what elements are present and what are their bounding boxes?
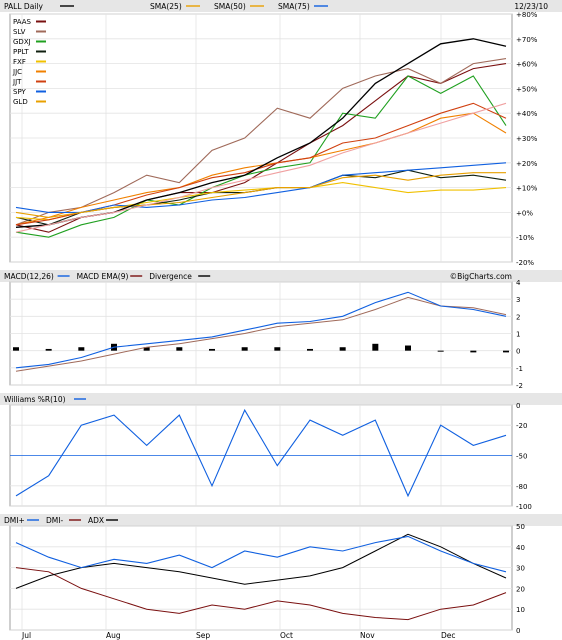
macd-ytick-2: 2 <box>516 313 520 321</box>
macd-ytick-4: 0 <box>516 348 520 356</box>
xtick-jul: Jul <box>21 631 31 640</box>
panel-header-0 <box>0 0 562 12</box>
macd-divergence-bar-5 <box>176 347 183 351</box>
sma-label-0: SMA(25) <box>150 2 182 11</box>
legend-label-slv: SLV <box>13 28 26 36</box>
legend-label-pplt: PPLT <box>13 48 29 56</box>
main-ytick-3: +50% <box>516 85 538 93</box>
panel-header-2 <box>0 393 562 405</box>
series-line-gdxj <box>15 75 507 238</box>
macd-divergence-bar-15 <box>503 350 509 353</box>
sma-label-2: SMA(75) <box>278 2 310 11</box>
xtick-aug: Aug <box>106 631 121 640</box>
dmi-ytick-3: 20 <box>516 585 525 593</box>
xtick-dec: Dec <box>441 631 456 640</box>
macd-ytick-0: 4 <box>516 279 521 287</box>
williams-ytick-3: -80 <box>516 483 527 491</box>
macd-divergence-bar-14 <box>470 350 477 353</box>
legend-label-jjt: JJT <box>12 78 22 86</box>
main-ytick-6: +20% <box>516 160 538 168</box>
dmi-label-2: ADX <box>88 516 104 525</box>
dmi-ytick-1: 40 <box>516 544 525 552</box>
dmi-plus-line <box>15 535 507 573</box>
macd-divergence-bar-2 <box>78 347 85 351</box>
williams-ytick-0: 0 <box>516 402 520 410</box>
series-line-slv <box>15 58 507 226</box>
dmi-label-1: DMI- <box>46 516 63 525</box>
macd-label-2: Divergence <box>149 272 192 281</box>
dmi-ytick-0: 50 <box>516 523 525 531</box>
main-ytick-7: +10% <box>516 185 538 193</box>
main-ytick-8: +0% <box>516 209 533 217</box>
legend-label-gdxj: GDXJ <box>13 38 31 46</box>
adx-line <box>15 533 507 589</box>
macd-divergence-bar-8 <box>274 347 281 351</box>
main-ytick-0: +80% <box>516 11 538 19</box>
series-line-spy <box>15 162 507 213</box>
xtick-nov: Nov <box>360 631 375 640</box>
williams-ytick-2: -50 <box>516 453 527 461</box>
macd-ytick-6: -2 <box>516 382 523 390</box>
williams-line <box>15 408 507 498</box>
series-line-gld <box>15 172 506 218</box>
dmi-ytick-4: 10 <box>516 606 525 614</box>
macd-divergence-bar-4 <box>143 347 150 351</box>
main-ytick-2: +60% <box>516 61 538 69</box>
macd-ytick-3: 1 <box>516 331 520 339</box>
series-line-trend <box>15 102 507 233</box>
sma-label-1: SMA(50) <box>214 2 246 11</box>
macd-divergence-bar-7 <box>241 347 248 351</box>
macd-divergence-bar-0 <box>13 347 19 351</box>
williams-ytick-1: -20 <box>516 422 527 430</box>
main-ytick-1: +70% <box>516 36 538 44</box>
legend-label-gld: GLD <box>13 98 28 106</box>
dmi-ytick-5: 0 <box>516 627 520 635</box>
macd-signal-line <box>15 296 507 372</box>
macd-label-0: MACD(12,26) <box>4 272 54 281</box>
macd-divergence-bar-11 <box>372 343 379 351</box>
panel-plot-area-3 <box>9 525 513 631</box>
main-ytick-9: -10% <box>516 234 534 242</box>
macd-divergence-bar-9 <box>307 348 313 351</box>
main-ytick-5: +30% <box>516 135 538 143</box>
panel-header-3 <box>0 514 562 526</box>
macd-divergence-bar-6 <box>209 348 215 351</box>
main-ytick-4: +40% <box>516 110 538 118</box>
dmi-label-0: DMI+ <box>4 516 25 525</box>
williams-label: Williams %R(10) <box>4 395 66 404</box>
legend-label-spy: SPY <box>13 88 27 96</box>
xtick-sep: Sep <box>196 631 210 640</box>
series-line-jjc <box>15 112 507 226</box>
macd-ytick-1: 3 <box>516 296 520 304</box>
main-ytick-10: -20% <box>516 259 534 267</box>
legend-label-paas: PAAS <box>13 18 32 26</box>
macd-divergence-bar-12 <box>405 345 411 351</box>
legend-label-jjc: JJC <box>12 68 22 76</box>
main-date: 12/23/10 <box>514 2 548 11</box>
macd-divergence-bar-13 <box>437 350 444 352</box>
macd-divergence-bar-1 <box>45 348 52 351</box>
legend-label-fxf: FXF <box>13 58 26 66</box>
macd-divergence-bar-10 <box>339 347 346 351</box>
dmi-ytick-2: 30 <box>516 565 525 573</box>
main-ticker-label: PALL Daily <box>4 2 43 11</box>
macd-watermark: ©BigCharts.com <box>450 272 512 281</box>
panel-header-1 <box>0 270 562 282</box>
dmi-minus-line <box>15 567 507 621</box>
macd-label-1: MACD EMA(9) <box>77 272 129 281</box>
williams-ytick-4: -100 <box>516 503 532 511</box>
xtick-oct: Oct <box>280 631 293 640</box>
macd-line <box>15 291 507 369</box>
macd-ytick-5: -1 <box>516 365 523 373</box>
